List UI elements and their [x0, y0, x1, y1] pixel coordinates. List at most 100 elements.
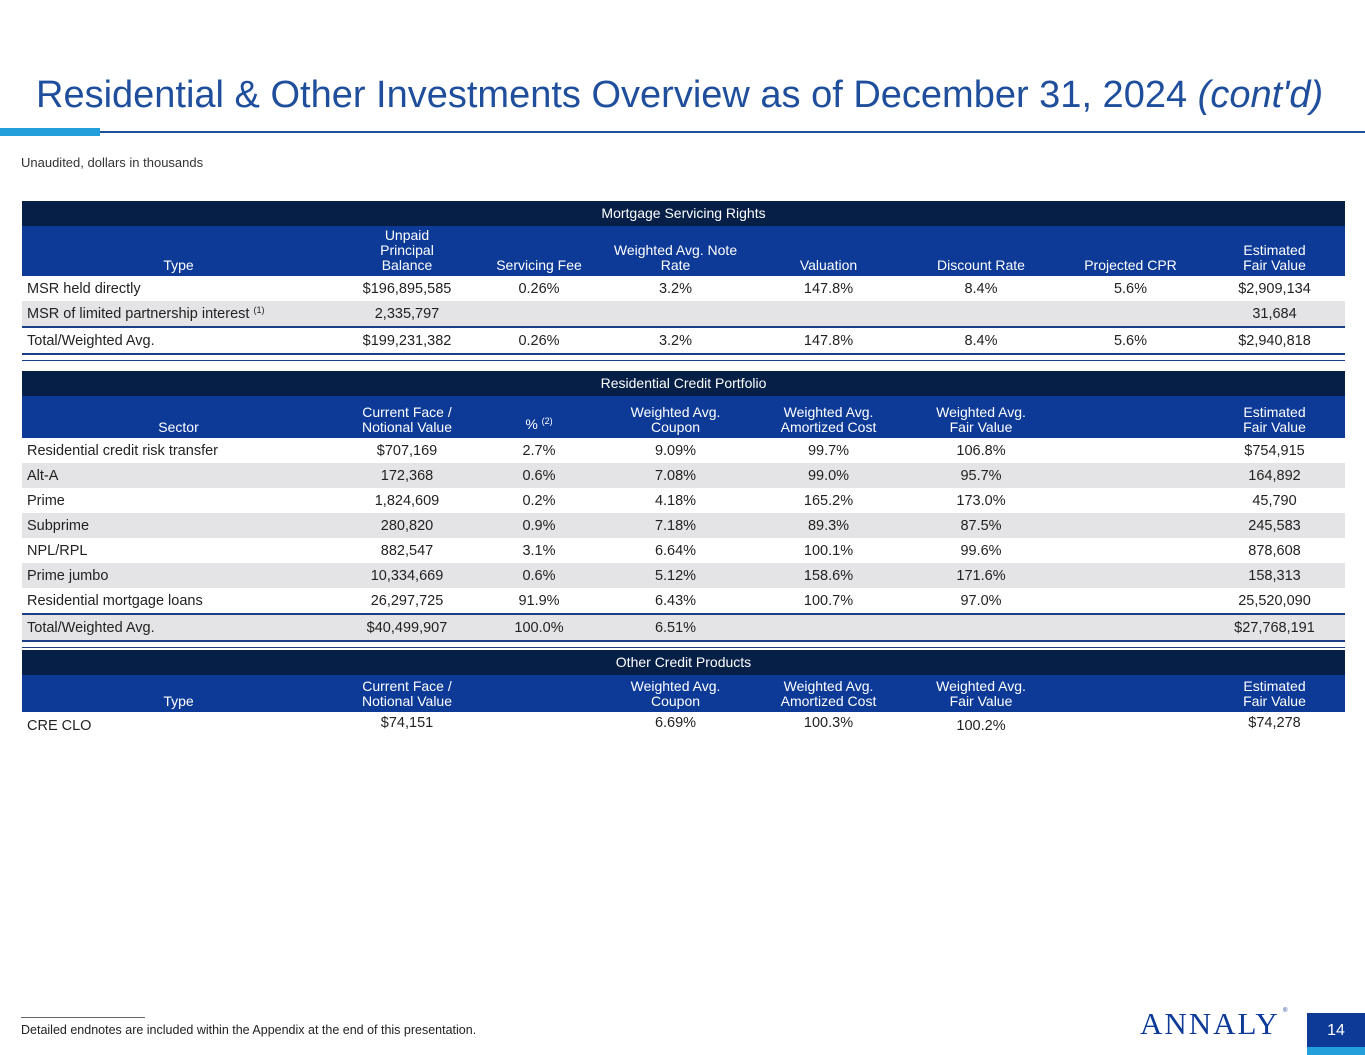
- rcp-band: Residential Credit Portfolio: [22, 371, 1345, 396]
- cell: $2,909,134: [1238, 280, 1311, 297]
- cell: 5.6%: [1113, 280, 1148, 297]
- cell: 2.7%: [522, 442, 556, 459]
- cell: 5.12%: [654, 567, 697, 584]
- page-title: Residential & Other Investments Overview…: [36, 74, 1324, 116]
- rcp-col-header: Sector: [158, 419, 199, 435]
- msr-col-header: Valuation: [799, 257, 858, 273]
- row-label: Prime: [27, 492, 65, 509]
- cell: 100.0%: [514, 619, 564, 636]
- ocp-table: Other Credit Products Type Current Face …: [22, 650, 1345, 740]
- ocp-col-header: [1057, 709, 1204, 712]
- msr-col-header: Projected CPR: [1084, 257, 1177, 273]
- cell: 3.2%: [658, 332, 693, 349]
- row-label: MSR held directly: [27, 280, 141, 297]
- cell: 280,820: [380, 517, 434, 534]
- cell: 25,520,090: [1238, 592, 1311, 609]
- row-label: Total/Weighted Avg.: [27, 332, 155, 349]
- cell: 147.8%: [803, 280, 854, 297]
- cell: 10,334,669: [370, 567, 444, 584]
- cell: 8.4%: [964, 280, 998, 297]
- cell: $707,169: [376, 442, 438, 459]
- ocp-col-header: Type: [163, 693, 194, 709]
- cell: 0.9%: [522, 517, 556, 534]
- cell: 0.6%: [522, 567, 556, 584]
- cell: 7.18%: [654, 517, 697, 534]
- cell: 158,313: [1248, 567, 1301, 584]
- rcp-col-header: % (2): [525, 416, 553, 432]
- msr-col-header: Type: [163, 257, 194, 273]
- row-label: Subprime: [27, 517, 90, 534]
- ocp-col-header: Weighted Avg. Amortized Cost: [780, 678, 877, 709]
- footnote: Detailed endnotes are included within th…: [21, 1023, 477, 1037]
- cell: $2,940,818: [1238, 332, 1311, 349]
- cell: 6.69%: [654, 715, 697, 731]
- cell: 878,608: [1248, 542, 1301, 559]
- cell: 45,790: [1252, 492, 1297, 509]
- cell: 99.6%: [960, 542, 1002, 559]
- cell: 99.0%: [807, 467, 850, 484]
- cell: $40,499,907: [366, 619, 448, 636]
- rcp-col-header: Estimated Fair Value: [1243, 404, 1306, 435]
- title-accent-bar: [0, 128, 100, 136]
- table-row: NPL/RPL 882,547 3.1% 6.64% 100.1% 99.6% 878,60…: [22, 538, 1345, 563]
- row-label: Alt-A: [27, 467, 59, 484]
- cell: 0.26%: [518, 280, 560, 297]
- cell: 0.2%: [522, 492, 556, 509]
- cell: 2,335,797: [374, 305, 440, 322]
- cell: 91.9%: [518, 592, 560, 609]
- title-rule: [0, 131, 1365, 133]
- cell: 165.2%: [803, 492, 854, 509]
- cell: $74,278: [1248, 715, 1301, 731]
- row-label: Prime jumbo: [27, 567, 109, 584]
- table-row: Residential credit risk transfer $707,169…: [22, 438, 1345, 463]
- rcp-col-header: Current Face / Notional Value: [361, 404, 453, 435]
- cell: 0.26%: [518, 332, 560, 349]
- cell: $199,231,382: [362, 332, 452, 349]
- cell: 9.09%: [654, 442, 697, 459]
- cell: 3.2%: [658, 280, 693, 297]
- cell: 100.1%: [803, 542, 854, 559]
- title-suffix: (cont'd): [1197, 74, 1324, 116]
- cell: 4.18%: [654, 492, 697, 509]
- cell: 173.0%: [956, 492, 1006, 509]
- cell: 97.0%: [960, 592, 1002, 609]
- footnote-ref: (2): [541, 416, 553, 426]
- cell: $74,151: [380, 715, 434, 731]
- msr-header: Type Unpaid Principal Balance Servicing …: [22, 226, 1345, 276]
- msr-table: Mortgage Servicing Rights Type Unpaid Pr…: [22, 201, 1345, 361]
- cell: 106.8%: [956, 442, 1006, 459]
- msr-col-header: Discount Rate: [937, 257, 1025, 273]
- table-row: Prime 1,824,609 0.2% 4.18% 165.2% 173.0% 45,79…: [22, 488, 1345, 513]
- cell: 0.6%: [522, 467, 556, 484]
- ocp-col-header: Current Face / Notional Value: [361, 678, 453, 709]
- msr-col-header: Servicing Fee: [496, 257, 582, 273]
- cell: 26,297,725: [370, 592, 444, 609]
- cell: 171.6%: [956, 567, 1006, 584]
- page-number-accent: [1307, 1047, 1365, 1055]
- rcp-table: Residential Credit Portfolio Sector Curr…: [22, 371, 1345, 648]
- cell: 8.4%: [964, 332, 998, 349]
- cell: 882,547: [380, 542, 434, 559]
- ocp-col-header: Estimated Fair Value: [1243, 678, 1306, 709]
- cell: 172,368: [380, 467, 434, 484]
- ocp-col-header: Weighted Avg. Coupon: [630, 678, 721, 709]
- cell: 100.2%: [956, 718, 1006, 734]
- table-total-row: Total/Weighted Avg. $40,499,907 100.0% 6.51…: [22, 613, 1345, 640]
- cell: 1,824,609: [374, 492, 440, 509]
- table-row: MSR held directly $196,895,585 0.26% 3.2…: [22, 276, 1345, 301]
- ocp-col-header: [479, 709, 599, 712]
- table-row: CRE CLO $74,151 6.69% 100.3% 100.2% $74,…: [22, 712, 1345, 740]
- cell: $754,915: [1244, 442, 1305, 459]
- cell: 89.3%: [807, 517, 850, 534]
- cell: 99.7%: [807, 442, 850, 459]
- ocp-header: Type Current Face / Notional Value Weigh…: [22, 675, 1345, 712]
- rcp-col-header: Weighted Avg. Amortized Cost: [780, 404, 877, 435]
- annaly-logo: ANNALY: [1140, 1006, 1280, 1041]
- rcp-col-header: [1057, 435, 1204, 438]
- table-row: Alt-A 172,368 0.6% 7.08% 99.0% 95.7% 164,892: [22, 463, 1345, 488]
- rcp-col-header: Weighted Avg. Fair Value: [936, 404, 1026, 435]
- cell: 7.08%: [654, 467, 697, 484]
- cell: $196,895,585: [362, 280, 452, 297]
- cell: 100.3%: [803, 715, 854, 731]
- rcp-col-header: Weighted Avg. Coupon: [630, 404, 721, 435]
